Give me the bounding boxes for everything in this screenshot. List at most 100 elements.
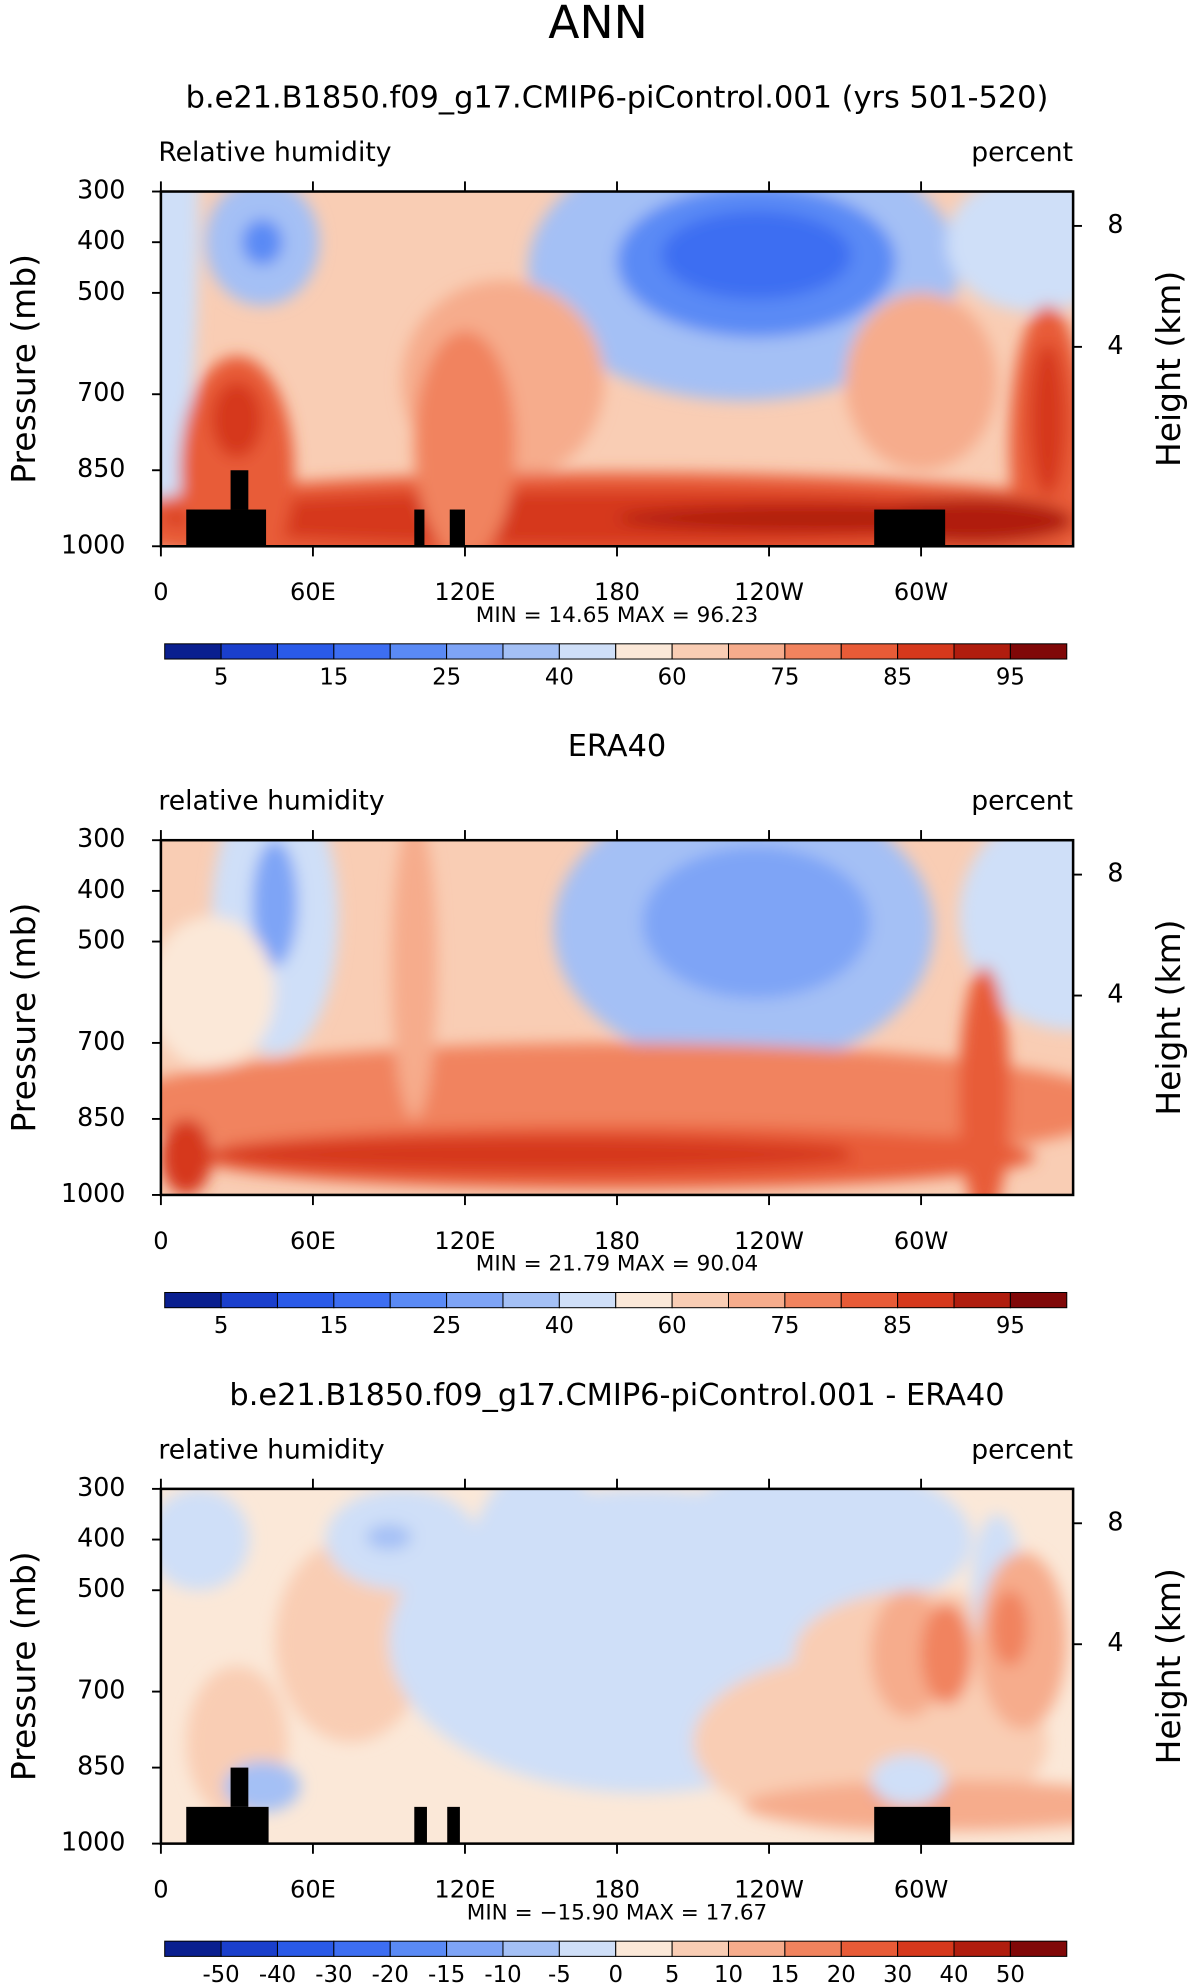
colorbar-box (502, 1940, 560, 1957)
contour-region (921, 1602, 972, 1705)
colorbar-box (615, 1940, 673, 1957)
contour-field (160, 1488, 1074, 1844)
colorbar-label: -50 (202, 1962, 239, 1987)
colorbar-box (615, 1291, 673, 1309)
colorbar-label: 30 (883, 1962, 912, 1987)
colorbar-label: 85 (883, 665, 912, 691)
colorbar-label: 15 (319, 1313, 348, 1339)
colorbar-box (164, 1940, 222, 1957)
contour-region (845, 1135, 998, 1166)
colorbar-box (840, 643, 899, 660)
y2-axis-label: Height (km) (1149, 271, 1188, 467)
y2-tick-label: 4 (1107, 330, 1123, 360)
colorbar-label: 25 (432, 665, 461, 691)
contour-region (252, 840, 298, 967)
contour-region (667, 1488, 972, 1616)
contour-region (870, 1754, 947, 1806)
colorbar-box (276, 1291, 335, 1309)
topography (414, 509, 425, 547)
contour-region (160, 1488, 250, 1591)
y-tick-label: 1000 (61, 1827, 125, 1857)
colorbar-box (558, 643, 617, 660)
y-tick-label: 400 (77, 225, 125, 255)
left-label: relative humidity (158, 786, 384, 817)
colorbar-label: 95 (996, 665, 1025, 691)
x-tick-label: 60W (894, 1876, 948, 1904)
colorbar-box (164, 643, 222, 660)
colorbar-box (446, 643, 504, 660)
field-blobs (160, 191, 1074, 547)
colorbar-label: 75 (770, 665, 799, 691)
colorbar-box (333, 1940, 391, 1957)
colorbar-label: 60 (658, 1313, 687, 1339)
colorbar-box (671, 643, 730, 660)
colorbar-box (389, 643, 448, 660)
colorbar-box (502, 1291, 560, 1309)
colorbar-box (220, 643, 278, 660)
colorbar-label: 15 (770, 1962, 799, 1987)
colorbar-box (953, 643, 1011, 660)
contour-field (160, 840, 1074, 1195)
x-tick-label: 60E (290, 1876, 336, 1904)
y-tick-label: 1000 (61, 529, 125, 559)
colorbar-box (446, 1940, 504, 1957)
colorbar-label: 40 (940, 1962, 969, 1987)
colorbar-label: 85 (883, 1313, 912, 1339)
y-axis-label: Pressure (mb) (4, 903, 43, 1133)
colorbar-label: 5 (665, 1962, 680, 1987)
right-label: percent (971, 1434, 1073, 1465)
contour-region (946, 191, 1074, 312)
colorbar-box (389, 1291, 448, 1309)
y-tick-label: 700 (77, 1675, 125, 1705)
colorbar-label: 25 (432, 1313, 461, 1339)
contour-region (414, 330, 516, 547)
x-tick-label: 60W (894, 1227, 948, 1255)
colorbar-box (502, 643, 560, 660)
panel-title: ERA40 (568, 729, 667, 764)
colorbar-box (840, 1291, 899, 1309)
colorbar-box (164, 1291, 222, 1309)
y-tick-label: 850 (77, 1102, 125, 1132)
colorbar-box (615, 643, 673, 660)
y-tick-label: 1000 (61, 1178, 125, 1208)
topography (874, 509, 946, 547)
y-tick-label: 400 (77, 1523, 125, 1553)
contour-region (160, 191, 199, 547)
x-tick-label: 180 (594, 578, 640, 606)
colorbar-label: 60 (658, 665, 687, 691)
topography (230, 1767, 249, 1807)
field-blobs (160, 1488, 1074, 1831)
y-tick-label: 500 (77, 276, 125, 306)
min-max: MIN = 14.65 MAX = 96.23 (476, 603, 758, 628)
contour-region (661, 210, 852, 300)
contour-region (160, 1118, 212, 1195)
y2-tick-label: 8 (1107, 1506, 1123, 1536)
contour-region (743, 1780, 1074, 1831)
x-tick-label: 0 (153, 1227, 168, 1255)
colorbar-box (1009, 1940, 1068, 1957)
colorbar-box (333, 1291, 391, 1309)
colorbar-box (727, 1291, 786, 1309)
colorbar-label: 10 (714, 1962, 743, 1987)
contour-region (274, 1539, 427, 1743)
colorbar-label: 75 (770, 1313, 799, 1339)
y-tick-label: 400 (77, 874, 125, 904)
colorbar-box (276, 1940, 335, 1957)
topography (447, 1806, 460, 1844)
contour-region (642, 846, 871, 999)
y2-axis-label: Height (km) (1149, 919, 1188, 1115)
contour-region (211, 381, 263, 458)
colorbar-box (727, 1940, 786, 1957)
panel-title: b.e21.B1850.f09_g17.CMIP6-piControl.001 … (186, 81, 1049, 116)
x-tick-label: 120W (734, 578, 804, 606)
colorbar-box (276, 643, 335, 660)
field-blobs (160, 840, 1074, 1195)
x-tick-label: 180 (594, 1876, 640, 1904)
y-tick-label: 500 (77, 925, 125, 955)
colorbar-label: 40 (545, 1313, 574, 1339)
colorbar-box (671, 1940, 730, 1957)
colorbar-box (897, 643, 955, 660)
contour-region (1030, 343, 1066, 496)
colorbar-box (784, 643, 842, 660)
colorbar-label: -30 (315, 1962, 352, 1987)
